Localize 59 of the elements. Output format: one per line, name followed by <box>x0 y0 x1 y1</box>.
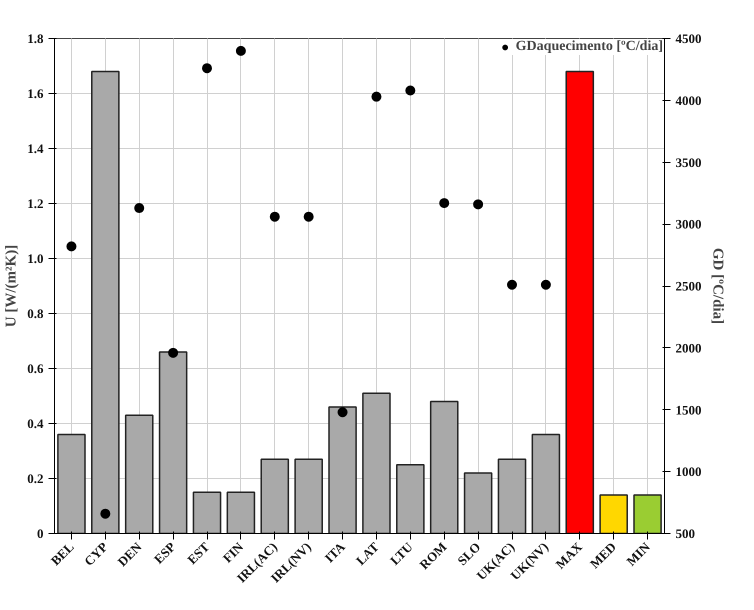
y2-tick-label: 3500 <box>676 154 702 170</box>
bar <box>599 494 628 534</box>
y2-tick-label: 3000 <box>676 216 702 232</box>
y-tick-label: 1.2 <box>27 196 44 211</box>
bar <box>91 70 120 534</box>
y-axis-title: U [W/(m²K)] <box>3 244 20 328</box>
x-tick-label: ITA <box>322 538 348 566</box>
point <box>66 241 76 252</box>
point <box>236 46 246 56</box>
y2-tick-label: 500 <box>676 526 695 541</box>
bar <box>226 492 256 534</box>
bar <box>192 492 222 534</box>
y2-tick-label: 1000 <box>676 464 702 480</box>
bar <box>260 458 290 534</box>
bar <box>430 400 459 534</box>
point <box>540 280 551 290</box>
y-tick-label: 1.4 <box>27 141 44 156</box>
bar <box>124 414 154 534</box>
point <box>439 198 450 208</box>
y-tick-label: 1.6 <box>27 86 44 101</box>
x-tick-label: CYP <box>81 539 111 569</box>
bar <box>498 458 526 534</box>
y-tick-label: 1.0 <box>27 251 44 266</box>
legend-label: GDaquecimento [ºC/dia] <box>516 39 663 55</box>
x-tick-label: ESP <box>150 539 178 567</box>
bar <box>158 351 188 534</box>
y2-tick-label: 2500 <box>676 278 702 294</box>
y2-tick-label: 4000 <box>676 92 702 108</box>
bar <box>565 70 594 534</box>
y2-axis-title: GD [ºC/dia] <box>710 248 726 324</box>
y2-tick-label: 2000 <box>676 340 702 356</box>
point <box>168 348 178 358</box>
y-tick-label: 0.2 <box>27 471 44 486</box>
bar <box>532 434 560 534</box>
x-tick-label: BEL <box>48 538 77 568</box>
point <box>473 199 484 210</box>
y-tick-label: 0.8 <box>27 306 44 321</box>
y-tick-label: 0.4 <box>27 416 44 431</box>
point <box>202 63 212 74</box>
y-tick-label: 1.8 <box>27 31 44 46</box>
point <box>507 280 517 290</box>
point <box>270 212 280 222</box>
bar <box>633 494 662 534</box>
point <box>100 508 110 519</box>
y2-tick-label: 4500 <box>676 31 702 46</box>
bar <box>396 464 425 534</box>
point <box>405 85 416 96</box>
bar <box>57 434 86 534</box>
point <box>304 212 314 222</box>
bar <box>362 392 391 534</box>
point <box>134 203 144 214</box>
y2-tick-label: 1500 <box>676 402 702 418</box>
y-tick-label: 0 <box>37 526 44 541</box>
point <box>338 407 348 418</box>
bar <box>464 472 492 534</box>
point <box>371 92 382 102</box>
bar <box>294 458 323 534</box>
y-tick-label: 0.6 <box>27 361 44 376</box>
bar <box>328 406 357 534</box>
